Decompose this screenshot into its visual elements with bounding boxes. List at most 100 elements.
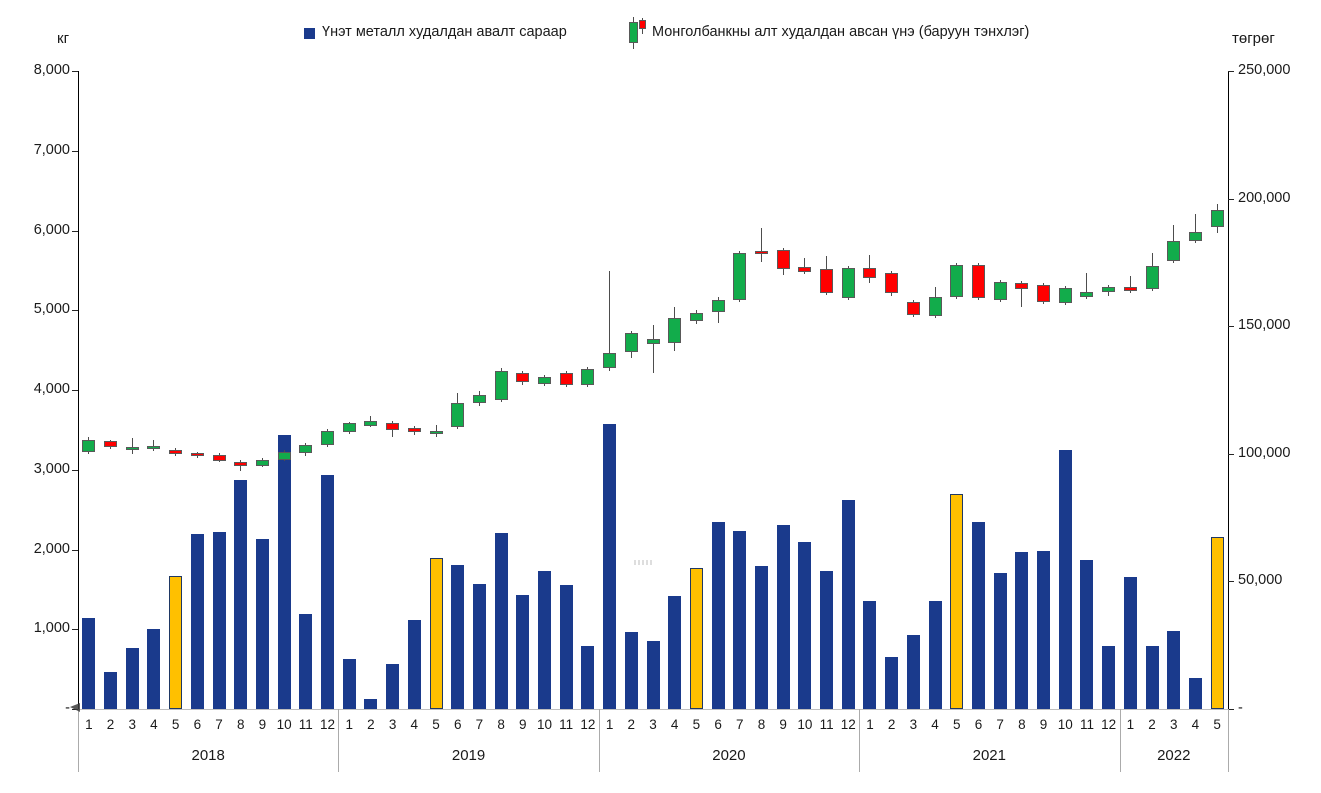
year-label-2021: 2021 [972,747,1006,764]
candle-2021-10 [1058,288,1072,303]
candle-2019-6 [451,402,465,427]
year-separator-after-2021 [1119,709,1121,772]
bar-2020-10 [798,541,812,709]
month-label-2019-9: 9 [519,717,527,732]
left-tick-4,000 [72,390,78,391]
candle-2019-11 [559,373,573,385]
left-tick-label-6,000: 6,000 [33,221,70,238]
candle-2018-1 [82,439,96,452]
year-label-2019: 2019 [451,747,486,764]
bar-2022-5 [1210,536,1224,709]
candle-series-label: Монголбанкны алт худалдан авсан үнэ (бар… [652,24,1030,40]
candle-2021-12 [1102,286,1116,292]
candle-2020-5 [689,313,703,322]
bar-2018-10 [277,435,291,709]
left-axis-title: кг [57,30,70,47]
candle-2019-10 [538,377,551,384]
right-tick-label-150,000: 150,000 [1238,317,1291,334]
bar-2020-3 [646,641,660,709]
month-label-2019-10: 10 [536,717,553,732]
month-label-2020-4: 4 [670,717,679,732]
candle-2019-2 [364,420,378,426]
month-label-2019-5: 5 [432,717,440,732]
month-label-2020-7: 7 [736,717,744,732]
bar-2018-5 [169,575,183,709]
tiny-illegible-label-artifact [634,560,652,565]
candle-2018-11 [299,445,313,453]
candle-wick-2018-3 [131,438,133,455]
bar-2022-4 [1188,677,1202,709]
left-tick-label-1,000: 1,000 [33,620,70,637]
month-label-2019-4: 4 [410,717,419,732]
candle-2018-9 [255,460,269,466]
plot-area [78,71,1228,709]
bar-2019-9 [516,594,530,709]
month-label-2018-4: 4 [150,717,158,732]
left-tick-2,000 [72,549,78,551]
bar-2020-9 [776,524,790,709]
bar-2021-3 [906,634,920,709]
left-tick-label-5,000: 5,000 [33,301,70,318]
bar-2022-1 [1123,576,1137,709]
candle-2019-9 [516,373,530,383]
month-label-2021-10: 10 [1057,717,1073,732]
month-label-2018-10: 10 [276,717,292,732]
candle-2020-1 [603,352,617,369]
month-label-2021-7: 7 [996,717,1004,732]
month-label-2019-7: 7 [475,717,484,732]
bar-2019-4 [407,620,421,709]
month-label-2021-4: 4 [931,717,939,732]
right-tick-label--: - [1238,700,1243,716]
bar-series-label: Үнэт металл худалдан авалт сараар [322,24,567,40]
month-label-2018-5: 5 [171,717,180,732]
bar-2019-11 [559,585,573,709]
month-label-2022-1: 1 [1126,717,1135,732]
month-label-2018-8: 8 [236,717,245,732]
bar-2019-2 [364,699,378,709]
bar-2021-6 [971,521,985,709]
x-axis-baseline [78,709,1228,710]
bar-2020-6 [711,522,725,709]
right-axis-title: төгрөг [1232,30,1275,47]
month-label-2021-1: 1 [866,717,874,732]
month-label-2020-1: 1 [605,717,614,732]
left-tick-7,000 [72,150,78,152]
candle-2021-8 [1015,282,1029,290]
candlestick-series-icon [629,17,649,51]
candle-2019-1 [342,423,356,433]
bar-2021-1 [863,601,877,709]
candle-2018-4 [147,445,161,449]
left-tick-label-4,000: 4,000 [33,381,70,397]
bar-2022-2 [1145,645,1159,709]
month-label-2018-9: 9 [258,717,267,732]
month-label-2020-5: 5 [692,717,701,732]
month-label-2019-11: 11 [559,717,574,732]
candle-2018-2 [104,441,118,448]
bar-2018-3 [125,648,139,709]
candle-wick-2018-4 [153,439,155,452]
bar-2021-5 [950,493,964,709]
left-axis-line [78,71,79,709]
bar-2021-11 [1080,559,1094,709]
candle-2019-12 [581,368,595,386]
candle-2019-4 [407,427,421,433]
month-label-2022-4: 4 [1191,717,1200,732]
right-tick-50,000 [1228,581,1234,583]
bar-2018-2 [104,672,118,709]
candle-2020-8 [754,250,768,255]
bar-2020-7 [733,531,747,709]
bar-2021-7 [993,573,1007,709]
bar-2020-8 [754,566,768,709]
left-tick-label-8,000: 8,000 [33,62,70,78]
left-tick-3,000 [72,469,78,471]
month-label-2020-12: 12 [840,717,856,732]
candle-2020-12 [841,268,855,299]
candle-2021-2 [885,273,899,294]
month-label-2019-8: 8 [497,717,505,732]
month-label-2021-12: 12 [1101,717,1117,732]
bar-series-swatch [304,28,315,39]
bar-2020-4 [668,595,682,709]
month-label-2018-12: 12 [320,717,336,732]
left-tick-label-2,000: 2,000 [33,540,70,557]
